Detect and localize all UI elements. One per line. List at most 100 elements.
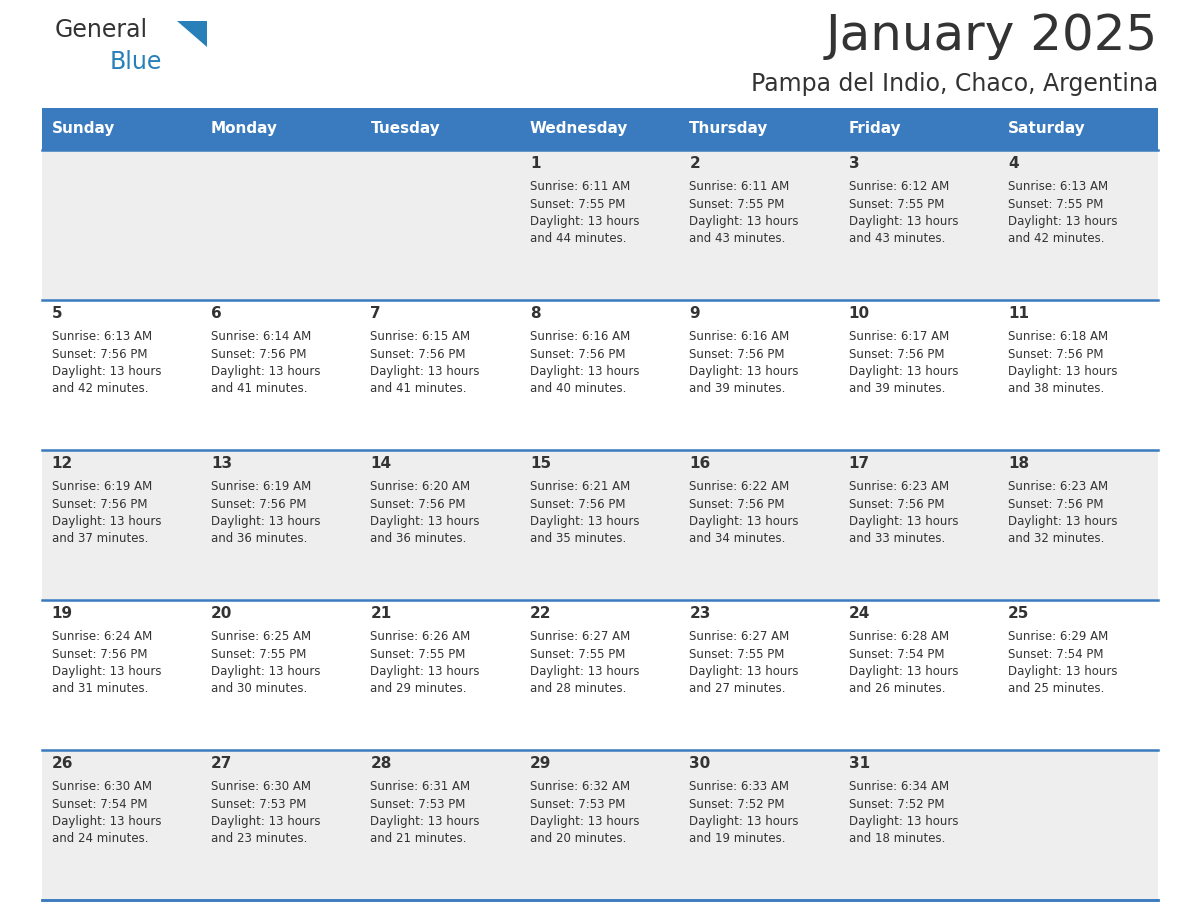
Text: Sunset: 7:56 PM: Sunset: 7:56 PM <box>848 498 944 510</box>
Text: Sunset: 7:54 PM: Sunset: 7:54 PM <box>1009 647 1104 660</box>
Text: Daylight: 13 hours: Daylight: 13 hours <box>530 365 639 378</box>
Bar <box>520 750 680 900</box>
Text: Sunrise: 6:11 AM: Sunrise: 6:11 AM <box>530 180 630 193</box>
Text: Sunset: 7:56 PM: Sunset: 7:56 PM <box>689 498 785 510</box>
Text: Sunset: 7:52 PM: Sunset: 7:52 PM <box>848 798 944 811</box>
Text: Daylight: 13 hours: Daylight: 13 hours <box>689 515 798 528</box>
Text: and 40 minutes.: and 40 minutes. <box>530 383 626 396</box>
Text: 12: 12 <box>51 455 72 471</box>
Text: Sunrise: 6:32 AM: Sunrise: 6:32 AM <box>530 780 630 793</box>
Text: Thursday: Thursday <box>689 121 769 137</box>
Text: Sunrise: 6:27 AM: Sunrise: 6:27 AM <box>689 630 790 643</box>
Bar <box>42 300 202 450</box>
Text: Friday: Friday <box>848 121 902 137</box>
Text: Daylight: 13 hours: Daylight: 13 hours <box>371 515 480 528</box>
Text: and 18 minutes.: and 18 minutes. <box>848 833 946 845</box>
Text: 1: 1 <box>530 155 541 171</box>
Text: Sunset: 7:56 PM: Sunset: 7:56 PM <box>371 348 466 361</box>
Text: Daylight: 13 hours: Daylight: 13 hours <box>530 215 639 228</box>
Text: Daylight: 13 hours: Daylight: 13 hours <box>848 665 959 678</box>
Bar <box>361 150 520 300</box>
Text: 3: 3 <box>848 155 859 171</box>
Text: Sunrise: 6:17 AM: Sunrise: 6:17 AM <box>848 330 949 343</box>
Bar <box>361 450 520 600</box>
Text: 22: 22 <box>530 606 551 621</box>
Text: Sunrise: 6:12 AM: Sunrise: 6:12 AM <box>848 180 949 193</box>
Text: 24: 24 <box>848 606 870 621</box>
Bar <box>202 600 361 750</box>
Text: Sunrise: 6:16 AM: Sunrise: 6:16 AM <box>530 330 630 343</box>
Text: Daylight: 13 hours: Daylight: 13 hours <box>211 515 321 528</box>
Text: Sunrise: 6:18 AM: Sunrise: 6:18 AM <box>1009 330 1108 343</box>
Bar <box>839 300 999 450</box>
Text: Sunrise: 6:31 AM: Sunrise: 6:31 AM <box>371 780 470 793</box>
Text: Sunrise: 6:29 AM: Sunrise: 6:29 AM <box>1009 630 1108 643</box>
Text: Sunrise: 6:23 AM: Sunrise: 6:23 AM <box>1009 480 1108 493</box>
Text: Sunrise: 6:34 AM: Sunrise: 6:34 AM <box>848 780 949 793</box>
Bar <box>520 600 680 750</box>
Text: 23: 23 <box>689 606 710 621</box>
Bar <box>520 150 680 300</box>
Text: Sunrise: 6:21 AM: Sunrise: 6:21 AM <box>530 480 630 493</box>
Text: General: General <box>55 18 148 42</box>
Text: 29: 29 <box>530 756 551 770</box>
Text: Sunset: 7:56 PM: Sunset: 7:56 PM <box>51 498 147 510</box>
Text: 30: 30 <box>689 756 710 770</box>
Text: 16: 16 <box>689 455 710 471</box>
Text: Sunset: 7:52 PM: Sunset: 7:52 PM <box>689 798 785 811</box>
Text: 26: 26 <box>51 756 74 770</box>
Text: and 43 minutes.: and 43 minutes. <box>848 232 946 245</box>
Text: Sunday: Sunday <box>51 121 115 137</box>
Text: Monday: Monday <box>211 121 278 137</box>
Bar <box>999 150 1158 300</box>
Bar <box>361 600 520 750</box>
Text: Sunset: 7:56 PM: Sunset: 7:56 PM <box>848 348 944 361</box>
Text: Sunrise: 6:13 AM: Sunrise: 6:13 AM <box>1009 180 1108 193</box>
Bar <box>999 600 1158 750</box>
Text: and 32 minutes.: and 32 minutes. <box>1009 532 1105 545</box>
Text: Daylight: 13 hours: Daylight: 13 hours <box>1009 365 1118 378</box>
Text: 15: 15 <box>530 455 551 471</box>
Text: Daylight: 13 hours: Daylight: 13 hours <box>848 815 959 828</box>
Text: and 38 minutes.: and 38 minutes. <box>1009 383 1105 396</box>
Bar <box>202 750 361 900</box>
Bar <box>361 300 520 450</box>
Text: Sunrise: 6:25 AM: Sunrise: 6:25 AM <box>211 630 311 643</box>
Text: Sunset: 7:56 PM: Sunset: 7:56 PM <box>689 348 785 361</box>
Text: Sunset: 7:53 PM: Sunset: 7:53 PM <box>371 798 466 811</box>
Text: Daylight: 13 hours: Daylight: 13 hours <box>530 515 639 528</box>
Bar <box>42 600 202 750</box>
Text: 11: 11 <box>1009 306 1029 320</box>
Bar <box>680 450 839 600</box>
Text: 18: 18 <box>1009 455 1029 471</box>
Text: Sunrise: 6:15 AM: Sunrise: 6:15 AM <box>371 330 470 343</box>
Text: and 30 minutes.: and 30 minutes. <box>211 682 308 696</box>
Text: 8: 8 <box>530 306 541 320</box>
Text: and 28 minutes.: and 28 minutes. <box>530 682 626 696</box>
Text: Daylight: 13 hours: Daylight: 13 hours <box>689 665 798 678</box>
Text: 13: 13 <box>211 455 232 471</box>
Text: Sunrise: 6:23 AM: Sunrise: 6:23 AM <box>848 480 949 493</box>
Text: 20: 20 <box>211 606 233 621</box>
Text: and 44 minutes.: and 44 minutes. <box>530 232 626 245</box>
Text: Daylight: 13 hours: Daylight: 13 hours <box>1009 515 1118 528</box>
Text: Sunrise: 6:27 AM: Sunrise: 6:27 AM <box>530 630 630 643</box>
Bar <box>839 108 999 150</box>
Bar <box>839 750 999 900</box>
Text: 31: 31 <box>848 756 870 770</box>
Text: Daylight: 13 hours: Daylight: 13 hours <box>371 665 480 678</box>
Text: 10: 10 <box>848 306 870 320</box>
Text: Sunrise: 6:28 AM: Sunrise: 6:28 AM <box>848 630 949 643</box>
Text: and 39 minutes.: and 39 minutes. <box>689 383 785 396</box>
Text: Daylight: 13 hours: Daylight: 13 hours <box>689 815 798 828</box>
Text: 6: 6 <box>211 306 222 320</box>
Text: and 20 minutes.: and 20 minutes. <box>530 833 626 845</box>
Text: Wednesday: Wednesday <box>530 121 628 137</box>
Text: Sunset: 7:56 PM: Sunset: 7:56 PM <box>371 498 466 510</box>
Bar <box>42 108 202 150</box>
Text: Sunset: 7:56 PM: Sunset: 7:56 PM <box>51 348 147 361</box>
Bar <box>999 300 1158 450</box>
Text: Blue: Blue <box>110 50 163 74</box>
Text: Sunset: 7:55 PM: Sunset: 7:55 PM <box>530 647 625 660</box>
Text: Sunrise: 6:30 AM: Sunrise: 6:30 AM <box>211 780 311 793</box>
